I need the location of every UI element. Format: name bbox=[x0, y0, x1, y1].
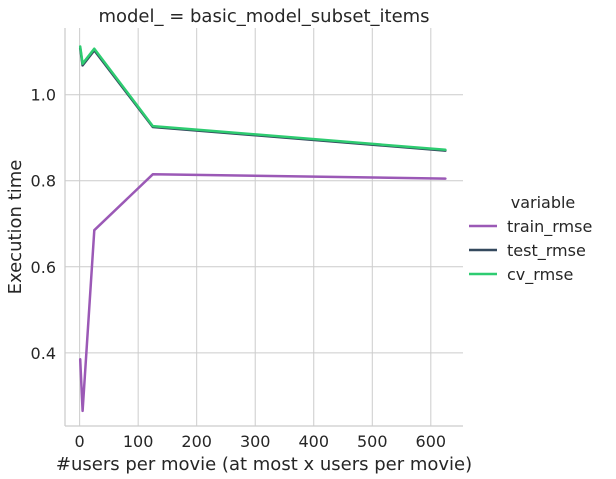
x-axis-title: #users per movie (at most x users per mo… bbox=[56, 454, 472, 475]
x-tick-labels: 0 100 200 300 400 500 600 bbox=[75, 432, 447, 451]
y-tick-label-2: 0.8 bbox=[31, 172, 56, 191]
x-tick-label-6: 600 bbox=[416, 432, 447, 451]
x-tick-label-4: 400 bbox=[298, 432, 329, 451]
y-tick-label-0: 0.4 bbox=[31, 344, 56, 363]
x-tick-label-5: 500 bbox=[357, 432, 388, 451]
series-line-cv_rmse bbox=[78, 45, 447, 152]
y-tick-label-3: 1.0 bbox=[31, 86, 56, 105]
x-tick-label-3: 300 bbox=[240, 432, 271, 451]
legend-items: train_rmse test_rmse cv_rmse bbox=[469, 217, 592, 285]
series-group bbox=[78, 45, 447, 413]
legend-label-test_rmse: test_rmse bbox=[507, 241, 586, 261]
legend: variable train_rmse test_rmse cv_rmse bbox=[469, 193, 592, 285]
grid bbox=[65, 28, 463, 426]
series-line-train_rmse bbox=[78, 173, 447, 413]
chart-title: model_ = basic_model_subset_items bbox=[98, 6, 429, 27]
legend-label-cv_rmse: cv_rmse bbox=[507, 265, 573, 285]
y-tick-label-1: 0.6 bbox=[31, 258, 56, 277]
legend-title: variable bbox=[511, 193, 576, 212]
x-tick-label-2: 200 bbox=[181, 432, 212, 451]
axis-spines bbox=[64, 28, 463, 427]
x-tick-label-1: 100 bbox=[123, 432, 154, 451]
x-tick-label-0: 0 bbox=[75, 432, 85, 451]
y-axis-title: Execution time bbox=[5, 160, 26, 295]
y-tick-labels: 0.4 0.6 0.8 1.0 bbox=[31, 86, 56, 363]
legend-label-train_rmse: train_rmse bbox=[507, 217, 592, 237]
